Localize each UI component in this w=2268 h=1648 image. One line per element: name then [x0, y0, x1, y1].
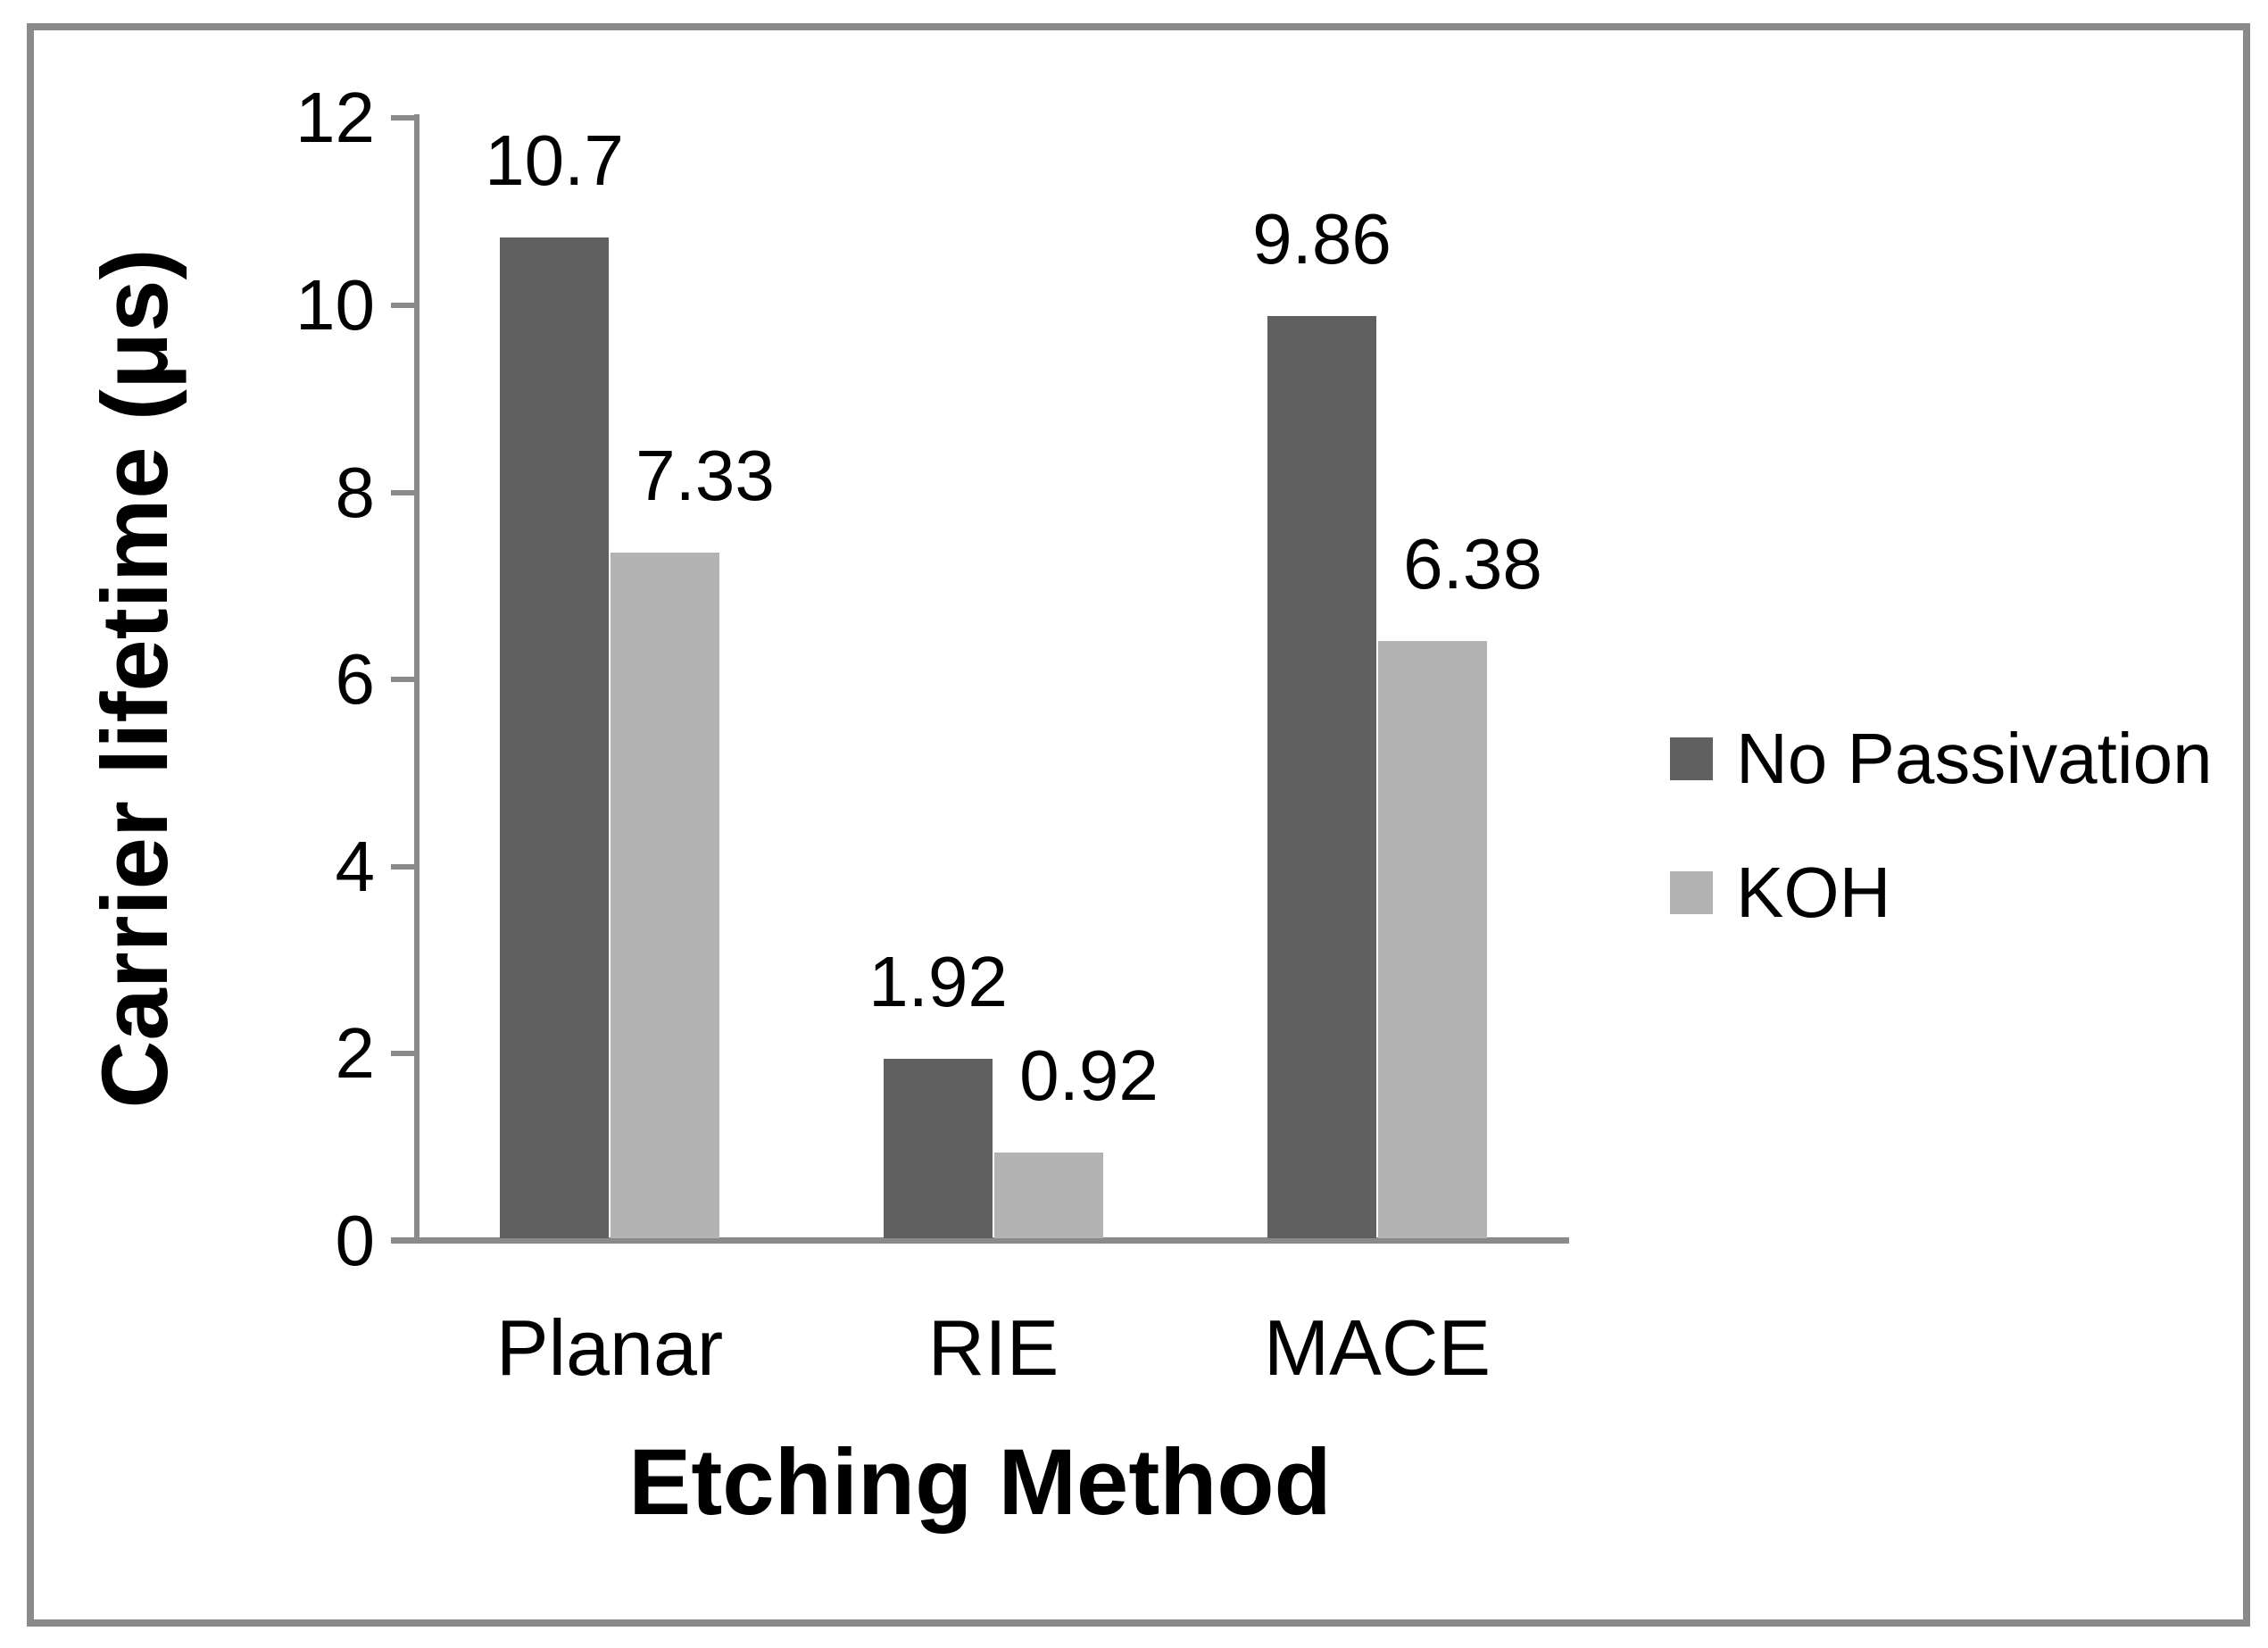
y-tick-mark: [391, 1051, 418, 1057]
x-axis-line: [391, 1237, 1569, 1244]
legend-item-no-passivation: No Passivation: [1670, 721, 2213, 796]
bar-rie-no-passivation: [884, 1059, 993, 1238]
legend-item-koh: KOH: [1670, 855, 2213, 930]
y-tick-mark: [391, 115, 418, 121]
y-tick-label: 6: [335, 639, 376, 720]
legend-label: KOH: [1736, 853, 1891, 932]
y-tick-mark: [391, 863, 418, 870]
x-tick-label-mace: MACE: [1263, 1303, 1491, 1392]
data-label: 10.7: [485, 121, 624, 200]
y-tick-label: 12: [295, 78, 375, 158]
y-tick-label: 2: [335, 1013, 376, 1094]
legend-swatch: [1670, 871, 1713, 914]
bar-rie-koh: [994, 1153, 1103, 1238]
x-axis-title: Etching Method: [628, 1430, 1332, 1535]
y-tick-mark: [391, 489, 418, 495]
data-label: 6.38: [1403, 524, 1542, 603]
data-label: 0.92: [1019, 1036, 1159, 1115]
bar-mace-koh: [1378, 641, 1487, 1238]
y-tick-label: 10: [295, 265, 375, 345]
y-tick-mark: [391, 677, 418, 683]
x-tick-label-planar: Planar: [495, 1303, 724, 1392]
x-tick-label-rie: RIE: [927, 1303, 1059, 1392]
bar-mace-no-passivation: [1267, 316, 1376, 1238]
y-tick-label: 8: [335, 452, 376, 532]
legend: No Passivation KOH: [1670, 721, 2213, 1005]
legend-swatch: [1670, 737, 1713, 780]
legend-label: No Passivation: [1736, 719, 2213, 798]
y-tick-mark: [391, 303, 418, 308]
figure-border: [27, 23, 2250, 1627]
data-label: 9.86: [1252, 199, 1392, 279]
data-label: 7.33: [636, 436, 775, 515]
bar-planar-koh: [611, 553, 719, 1238]
y-tick-label: 4: [335, 826, 376, 906]
y-tick-label: 0: [335, 1201, 376, 1280]
data-label: 1.92: [868, 942, 1008, 1021]
bar-planar-no-passivation: [500, 237, 609, 1238]
y-tick-mark: [391, 1238, 418, 1244]
